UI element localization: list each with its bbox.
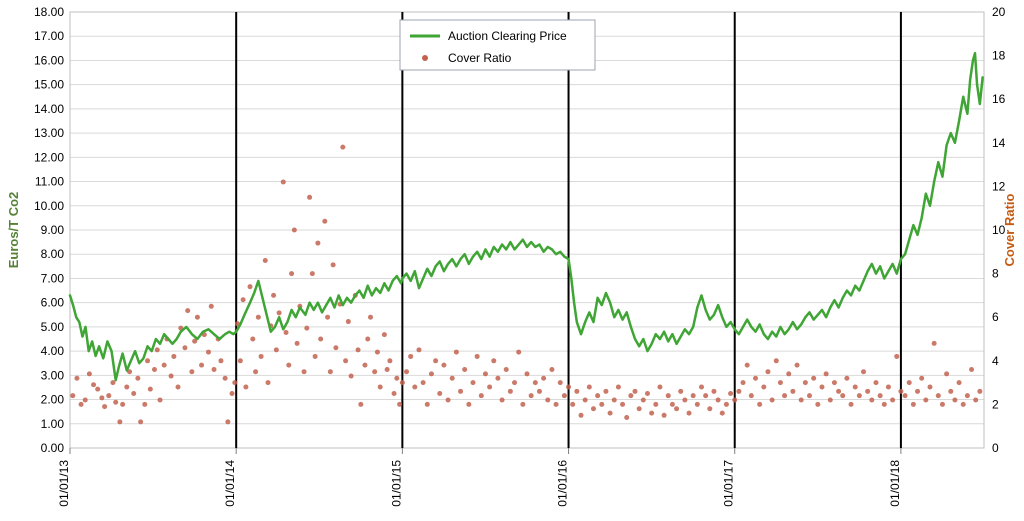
- svg-text:13.00: 13.00: [34, 126, 64, 140]
- svg-text:16: 16: [992, 92, 1006, 106]
- svg-text:20: 20: [992, 5, 1006, 19]
- svg-text:18.00: 18.00: [34, 5, 64, 19]
- right-axis-title: Cover Ratio: [1002, 193, 1017, 266]
- svg-text:8: 8: [992, 267, 999, 281]
- svg-text:6: 6: [992, 310, 999, 324]
- svg-text:6.00: 6.00: [41, 296, 65, 310]
- left-axis-title: Euros/T Co2: [6, 192, 21, 269]
- svg-text:01/01/16: 01/01/16: [556, 460, 570, 507]
- svg-text:2.00: 2.00: [41, 393, 65, 407]
- svg-text:4.00: 4.00: [41, 344, 65, 358]
- svg-text:12: 12: [992, 179, 1006, 193]
- svg-text:2: 2: [992, 397, 999, 411]
- svg-text:9.00: 9.00: [41, 223, 65, 237]
- svg-text:14: 14: [992, 136, 1006, 150]
- svg-text:Cover Ratio: Cover Ratio: [448, 51, 512, 65]
- svg-text:0.00: 0.00: [41, 441, 65, 455]
- svg-text:15.00: 15.00: [34, 78, 64, 92]
- svg-text:0: 0: [992, 441, 999, 455]
- svg-text:01/01/18: 01/01/18: [888, 460, 902, 507]
- svg-text:8.00: 8.00: [41, 247, 65, 261]
- legend: Auction Clearing Price Cover Ratio: [400, 20, 595, 70]
- chart-container: 0.00 1.00 2.00 3.00 4.00 5.00 6.00 7.00 8.00 9.00…: [0, 0, 1024, 521]
- svg-text:1.00: 1.00: [41, 417, 65, 431]
- svg-text:18: 18: [992, 49, 1006, 63]
- svg-text:17.00: 17.00: [34, 29, 64, 43]
- svg-text:01/01/13: 01/01/13: [57, 460, 71, 507]
- svg-text:7.00: 7.00: [41, 271, 65, 285]
- svg-text:3.00: 3.00: [41, 368, 65, 382]
- svg-text:Auction Clearing Price: Auction Clearing Price: [448, 29, 567, 43]
- svg-text:16.00: 16.00: [34, 53, 64, 67]
- svg-text:11.00: 11.00: [35, 175, 64, 189]
- svg-text:01/01/17: 01/01/17: [722, 460, 736, 507]
- svg-text:4: 4: [992, 354, 999, 368]
- chart-svg: 0.00 1.00 2.00 3.00 4.00 5.00 6.00 7.00 8.00 9.00…: [0, 0, 1024, 521]
- svg-text:10.00: 10.00: [34, 199, 64, 213]
- svg-text:01/01/15: 01/01/15: [389, 460, 403, 507]
- svg-text:12.00: 12.00: [34, 150, 64, 164]
- svg-text:01/01/14: 01/01/14: [223, 460, 237, 507]
- svg-text:5.00: 5.00: [41, 320, 65, 334]
- svg-text:14.00: 14.00: [34, 102, 64, 116]
